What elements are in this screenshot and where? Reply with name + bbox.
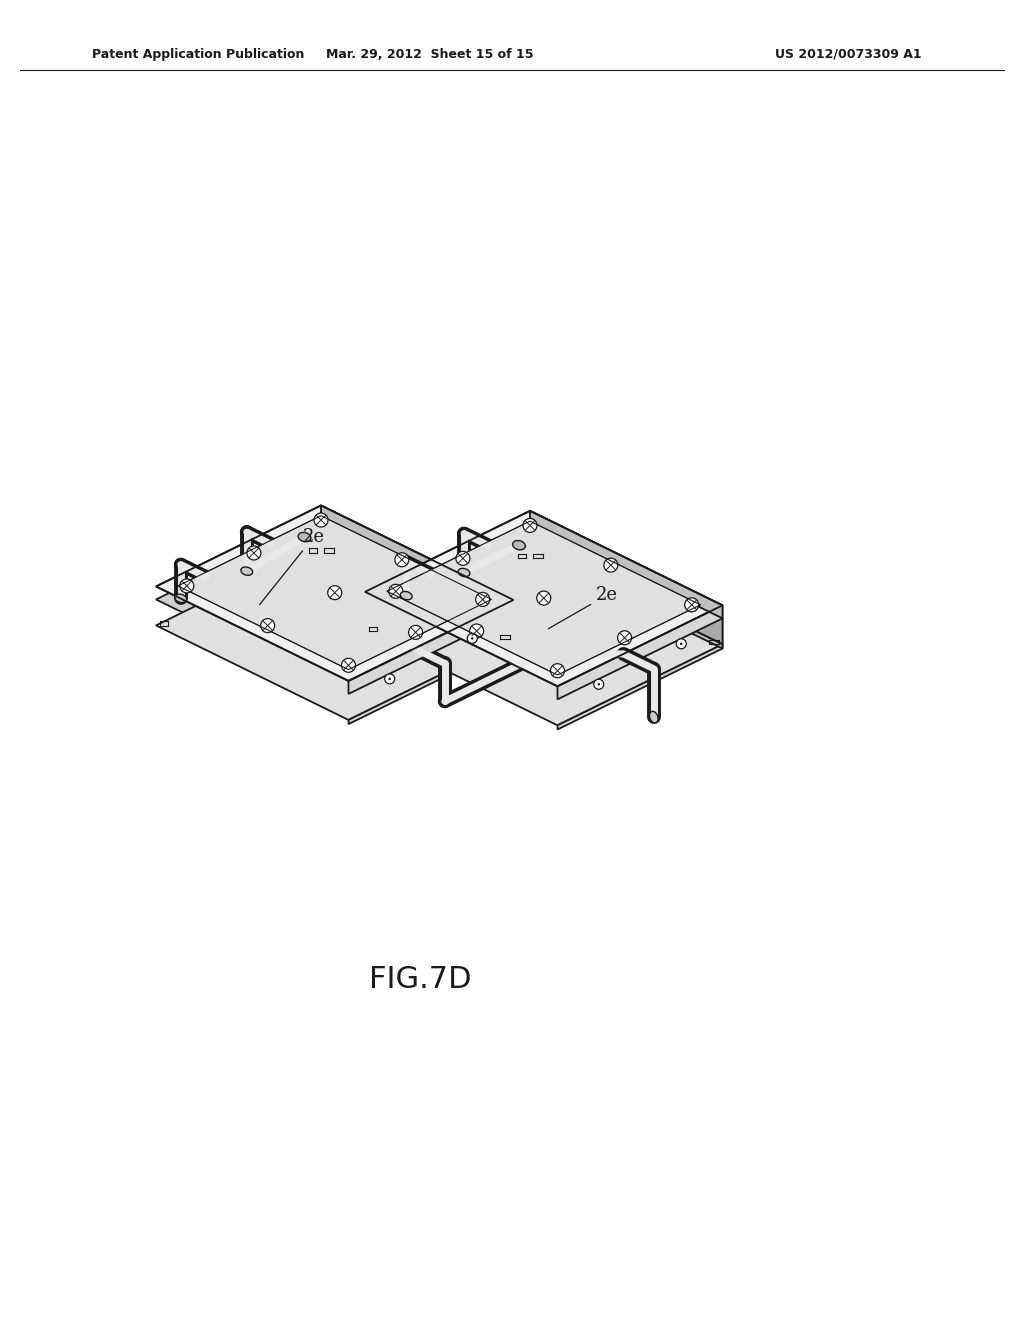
Polygon shape — [156, 506, 513, 681]
Text: Mar. 29, 2012  Sheet 15 of 15: Mar. 29, 2012 Sheet 15 of 15 — [327, 48, 534, 61]
Circle shape — [314, 513, 328, 527]
Circle shape — [676, 639, 686, 649]
Text: 2e: 2e — [549, 586, 617, 628]
Circle shape — [341, 659, 355, 672]
Text: 2e: 2e — [259, 528, 325, 605]
Circle shape — [409, 626, 423, 639]
Polygon shape — [365, 550, 723, 726]
Polygon shape — [348, 639, 513, 725]
Polygon shape — [530, 511, 723, 618]
Ellipse shape — [649, 711, 658, 723]
Text: FIG.7D: FIG.7D — [369, 965, 471, 994]
Circle shape — [551, 664, 564, 677]
Circle shape — [467, 634, 477, 643]
Circle shape — [597, 682, 600, 685]
Circle shape — [385, 675, 394, 684]
Polygon shape — [530, 524, 723, 644]
Ellipse shape — [400, 591, 412, 599]
Polygon shape — [530, 550, 723, 648]
Circle shape — [594, 680, 604, 689]
Circle shape — [604, 558, 617, 572]
Circle shape — [471, 638, 473, 640]
Polygon shape — [178, 516, 492, 669]
Circle shape — [388, 677, 391, 680]
Circle shape — [328, 586, 342, 599]
Ellipse shape — [241, 568, 253, 576]
Polygon shape — [321, 506, 513, 612]
Ellipse shape — [298, 532, 311, 541]
Circle shape — [680, 643, 683, 645]
Polygon shape — [557, 644, 723, 730]
Text: US 2012/0073309 A1: US 2012/0073309 A1 — [775, 48, 922, 61]
Circle shape — [476, 593, 489, 606]
Ellipse shape — [175, 594, 186, 602]
Circle shape — [180, 579, 194, 593]
Circle shape — [537, 591, 551, 605]
Polygon shape — [387, 521, 700, 675]
Polygon shape — [557, 606, 723, 700]
Polygon shape — [348, 599, 513, 694]
Circle shape — [456, 552, 470, 565]
Circle shape — [247, 546, 261, 560]
Circle shape — [389, 585, 402, 598]
Polygon shape — [321, 544, 513, 643]
Ellipse shape — [513, 540, 525, 550]
Polygon shape — [365, 511, 723, 686]
Ellipse shape — [458, 569, 470, 577]
Polygon shape — [557, 618, 723, 726]
Polygon shape — [348, 612, 513, 719]
Circle shape — [617, 631, 632, 644]
Polygon shape — [321, 519, 513, 639]
Circle shape — [470, 624, 483, 638]
Text: Patent Application Publication: Patent Application Publication — [92, 48, 304, 61]
Circle shape — [395, 553, 409, 566]
Polygon shape — [365, 524, 723, 700]
Polygon shape — [156, 519, 513, 694]
Polygon shape — [156, 544, 513, 719]
Circle shape — [261, 619, 274, 632]
Circle shape — [685, 598, 698, 612]
Circle shape — [523, 519, 537, 532]
